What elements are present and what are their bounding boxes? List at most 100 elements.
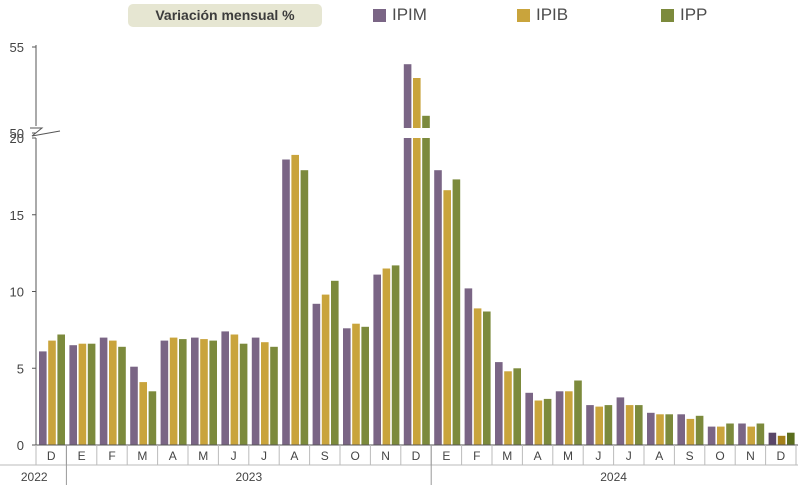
y-tick-label-10: 10 xyxy=(10,285,24,300)
bar-ipib-6 xyxy=(230,334,239,445)
bar-ipp-11 xyxy=(391,265,400,445)
bar-ipim-22 xyxy=(707,426,716,445)
bar-ipib-20 xyxy=(656,414,664,445)
bar-ipp-7 xyxy=(270,346,278,445)
bar-ipib-11 xyxy=(382,268,391,445)
bar-ipib-14 xyxy=(473,308,482,445)
x-category-label-4: A xyxy=(169,449,177,463)
legend-swatch-ipib xyxy=(517,8,530,22)
bar-ipp-18 xyxy=(604,405,613,445)
bar-ipim-8 xyxy=(282,159,290,445)
bar-ipim-23 xyxy=(738,423,746,445)
x-category-label-7: J xyxy=(261,449,267,463)
x-category-label-13: E xyxy=(442,449,450,463)
axis-break-band xyxy=(390,128,440,138)
bar-ipp-10 xyxy=(361,326,369,445)
bar-ipim-19 xyxy=(616,397,625,445)
bar-ipib-8 xyxy=(291,154,299,445)
legend-item-ipim: IPIM xyxy=(373,4,427,26)
bar-ipim-15 xyxy=(495,362,503,445)
bar-ipp-9 xyxy=(331,280,339,445)
x-category-label-6: J xyxy=(231,449,237,463)
bar-ipp-23 xyxy=(756,423,765,445)
x-category-label-21: S xyxy=(686,449,694,463)
bar-ipp-21 xyxy=(695,415,704,445)
bar-ipp-6 xyxy=(239,343,248,445)
bar-ipim-17 xyxy=(555,391,564,445)
x-category-label-11: N xyxy=(381,449,390,463)
x-category-label-9: S xyxy=(321,449,329,463)
legend-item-ipp: IPP xyxy=(661,4,707,26)
chart-title: Variación mensual % xyxy=(128,4,322,27)
legend-label-ipp: IPP xyxy=(680,5,708,24)
y-tick-label-50: 50 xyxy=(10,126,24,141)
bar-ipp-14 xyxy=(483,311,491,445)
legend-label-ipib: IPIB xyxy=(536,5,569,24)
bar-ipp-4 xyxy=(179,339,187,445)
legend-swatch-ipim xyxy=(373,8,386,22)
bar-ipim-16 xyxy=(525,392,533,445)
bar-ipp-12 xyxy=(422,115,430,446)
bar-ipib-15 xyxy=(504,371,512,445)
x-category-label-20: A xyxy=(655,449,663,463)
bar-ipim-5 xyxy=(191,337,199,445)
y-tick-label-20: 20 xyxy=(10,131,24,146)
x-category-label-23: N xyxy=(746,449,755,463)
year-label-2024: 2024 xyxy=(600,470,627,484)
bar-ipp-15 xyxy=(513,368,521,446)
bar-ipim-4 xyxy=(160,340,169,445)
y-tick-label-55: 55 xyxy=(10,40,24,55)
y-tick-label-5: 5 xyxy=(17,361,24,376)
year-label-2023: 2023 xyxy=(235,470,262,484)
bar-ipib-17 xyxy=(565,391,573,445)
bar-ipib-19 xyxy=(625,405,634,445)
bar-ipp-19 xyxy=(635,405,643,445)
x-category-label-12: D xyxy=(412,449,421,463)
bar-ipib-5 xyxy=(200,339,208,445)
bar-ipib-22 xyxy=(717,426,725,445)
bar-ipib-0 xyxy=(48,340,56,445)
bar-ipim-21 xyxy=(677,414,685,445)
x-category-label-16: A xyxy=(534,449,542,463)
x-category-label-8: A xyxy=(290,449,298,463)
bar-ipim-0 xyxy=(39,351,47,445)
bar-ipim-11 xyxy=(373,274,381,445)
bar-ipp-20 xyxy=(665,414,673,445)
bar-ipim-14 xyxy=(464,288,473,445)
bar-ipim-9 xyxy=(312,303,321,445)
x-category-label-3: M xyxy=(137,449,147,463)
bar-ipim-10 xyxy=(343,328,351,445)
y-tick-label-0: 0 xyxy=(17,438,24,453)
x-category-label-15: M xyxy=(502,449,512,463)
legend-swatch-ipp xyxy=(661,8,674,22)
bar-ipib-18 xyxy=(595,406,603,445)
bar-ipp-1 xyxy=(87,343,96,445)
x-category-label-17: M xyxy=(563,449,573,463)
bar-ipp-13 xyxy=(452,179,461,445)
x-category-label-24: D xyxy=(776,449,785,463)
bar-ipp-2 xyxy=(118,346,126,445)
bar-ipib-7 xyxy=(261,342,269,445)
x-category-label-22: O xyxy=(715,449,724,463)
bar-ipib-16 xyxy=(534,400,543,445)
legend-label-ipim: IPIM xyxy=(392,5,427,24)
x-category-label-2: F xyxy=(108,449,115,463)
x-category-label-10: O xyxy=(351,449,360,463)
bar-ipp-0 xyxy=(57,334,65,445)
y-tick-label-15: 15 xyxy=(10,208,24,223)
bar-ipib-10 xyxy=(352,323,360,445)
bar-ipib-3 xyxy=(139,382,147,445)
bar-ipib-24 xyxy=(777,435,786,445)
bar-ipib-2 xyxy=(109,340,117,445)
bar-ipim-6 xyxy=(221,331,229,445)
bar-ipib-23 xyxy=(747,426,755,445)
bar-ipib-13 xyxy=(443,190,451,445)
bar-ipim-20 xyxy=(647,412,655,445)
bar-ipim-13 xyxy=(434,170,442,445)
bar-ipib-9 xyxy=(321,294,330,445)
x-category-label-1: E xyxy=(78,449,86,463)
bar-ipim-24 xyxy=(768,432,777,445)
bar-ipp-22 xyxy=(726,423,734,445)
x-category-label-0: D xyxy=(47,449,56,463)
